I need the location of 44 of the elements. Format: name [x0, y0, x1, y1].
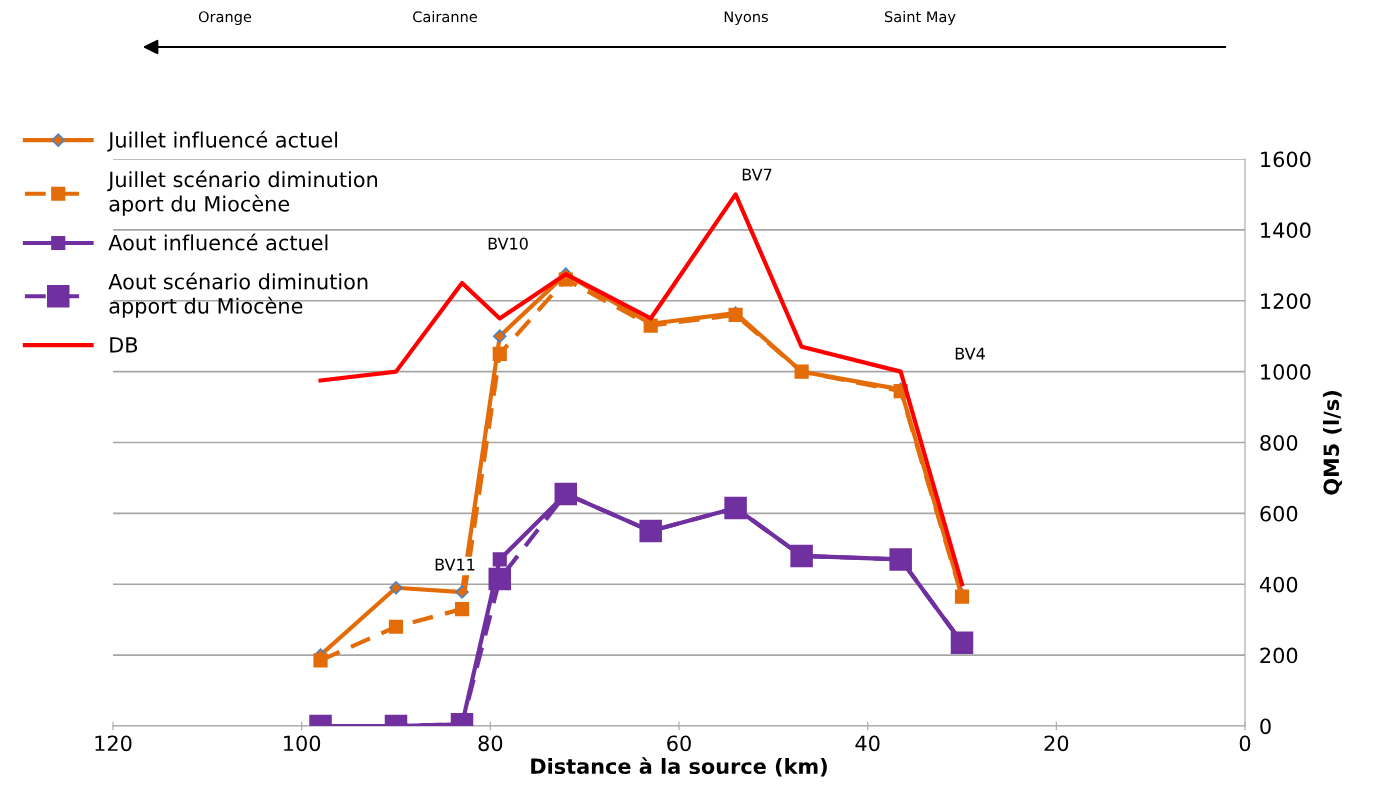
y-tick-label: 1600: [1261, 151, 1311, 168]
x-tick-label: 80: [478, 735, 503, 752]
point: [488, 567, 512, 591]
legend-label: Juillet influencé actuel: [107, 130, 338, 152]
point: [492, 346, 507, 361]
point: [724, 496, 747, 520]
point: [790, 544, 813, 568]
annotation: BV10: [488, 237, 528, 250]
x-tick-label: 20: [1044, 735, 1069, 752]
y-tick-label: 600: [1260, 505, 1298, 522]
point: [389, 581, 403, 595]
point: [639, 519, 662, 543]
point: [313, 653, 328, 668]
x-tick-label: 0: [1239, 735, 1251, 752]
point: [950, 631, 974, 654]
annotation: BV11: [435, 558, 475, 571]
point: [493, 329, 507, 343]
y-tick-label: 800: [1260, 434, 1298, 451]
y-tick-label: 400: [1259, 576, 1298, 593]
y-tick-label: 1400: [1261, 222, 1311, 239]
point: [554, 482, 578, 506]
text: Cairanne: [413, 10, 477, 23]
y-tick-label: 1200: [1261, 293, 1311, 309]
x-tick-label: 40: [855, 735, 880, 752]
legend-label: DB: [110, 337, 138, 353]
text: Nyons: [724, 11, 768, 26]
y-axis-title: QM5 (l/s): [1323, 391, 1342, 495]
point: [454, 601, 470, 617]
x-tick-label: 60: [667, 735, 691, 752]
annotation: BV7: [742, 168, 772, 181]
y-tick-label: 0: [1260, 718, 1271, 735]
x-tick-label: 100: [284, 735, 321, 752]
y-tick-label: 1000: [1261, 364, 1311, 380]
legend-label: Juillet scénario diminution aport du Miocène: [107, 170, 378, 216]
text: Orange: [198, 11, 252, 26]
point: [889, 548, 912, 571]
y-tick-label: 200: [1260, 647, 1298, 664]
annotation: BV4: [955, 347, 985, 360]
legend-label: Aout influencé actuel: [108, 233, 328, 251]
x-tick-label: 120: [95, 735, 132, 752]
legend-label: Aout scénario diminution apport du Miocène: [108, 272, 368, 318]
point: [388, 619, 404, 634]
text: Saint May: [884, 10, 956, 26]
x-axis-title: Distance à la source (km): [531, 757, 827, 777]
